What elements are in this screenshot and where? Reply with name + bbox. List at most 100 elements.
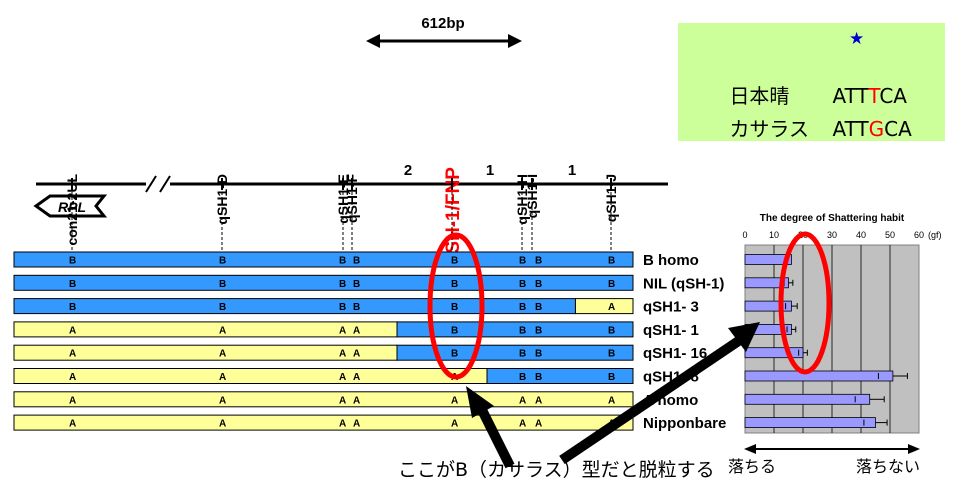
sequence-suffix: CA: [879, 84, 907, 108]
genotype-code: A: [219, 419, 226, 430]
genotype-code: B: [535, 302, 542, 313]
shattering-chart: 0 10 20 30 40 50 60 (gf): [742, 230, 942, 434]
genotype-code: B: [608, 279, 615, 290]
chart-tick-label: 40: [856, 230, 866, 240]
line-name: NIL (qSH-1): [643, 275, 724, 292]
line-name: qSH1- 1: [643, 322, 699, 339]
shattering-direction-arrow: [744, 444, 920, 454]
snp-base: T: [868, 84, 880, 108]
genotype-code: A: [353, 349, 360, 360]
genotype-code: A: [353, 325, 360, 336]
genotype-code: B: [219, 302, 226, 313]
genotype-segment: [13, 414, 634, 431]
genotype-code: A: [219, 372, 226, 383]
genotype-segment: [486, 368, 634, 384]
genotype-code: A: [451, 395, 458, 406]
genotype-code: B: [519, 302, 526, 313]
genotype-code: A: [339, 349, 346, 360]
pointer-arrow-right: [559, 322, 760, 465]
sequence-row-nipponbare: 日本晴 ATTTCA: [704, 56, 907, 133]
genotype-code: B: [69, 302, 76, 313]
genotype-code: B: [219, 279, 226, 290]
genotype-code: B: [451, 256, 458, 267]
genotype-segment: [13, 298, 576, 315]
chart-tick-label: 50: [885, 230, 895, 240]
genotype-code: A: [535, 395, 542, 406]
chart-bar: [744, 370, 894, 382]
genotype-code: A: [339, 325, 346, 336]
snp-sequence-panel: ★ 日本晴 ATTTCA カサラス ATTGCA: [678, 23, 945, 141]
genotype-code: B: [519, 256, 526, 267]
chart-bar: [744, 347, 804, 359]
genotype-code: A: [353, 419, 360, 430]
chart-bar: [744, 254, 792, 265]
genotype-code: A: [608, 395, 615, 406]
line-name: B homo: [643, 252, 699, 269]
chart-unit-label: (gf): [928, 230, 942, 240]
genotype-code: A: [69, 419, 76, 430]
genotype-code: B: [535, 325, 542, 336]
genotype-code: B: [535, 256, 542, 267]
axis-label-shatters: 落ちる: [728, 457, 776, 476]
genotype-code: B: [519, 279, 526, 290]
genotype-code: A: [69, 395, 76, 406]
genotype-code: A: [519, 419, 526, 430]
genotype-code: B: [519, 372, 526, 383]
genotype-segment: [396, 321, 634, 338]
marker-label: qSH-1/FNP: [443, 167, 464, 266]
chart-tick-label: 30: [827, 230, 837, 240]
genotype-code: A: [69, 349, 76, 360]
genotype-code: A: [339, 419, 346, 430]
marker-label: qSH1-I: [524, 174, 540, 218]
genotype-code: B: [353, 256, 360, 267]
cultivar-name: カサラス: [729, 117, 810, 141]
genotype-code: A: [353, 372, 360, 383]
genotype-code: B: [451, 325, 458, 336]
genotype-code: B: [608, 256, 615, 267]
genotype-code: A: [339, 395, 346, 406]
genotype-code: B: [451, 349, 458, 360]
genotype-code: B: [519, 325, 526, 336]
genotype-code: B: [535, 279, 542, 290]
pointer-arrow-left: [466, 386, 515, 469]
genotype-code: B: [519, 349, 526, 360]
line-name: Nipponbare: [643, 415, 726, 432]
genotype-code: A: [69, 325, 76, 336]
genotype-code: B: [69, 256, 76, 267]
fnp-highlight-ellipse: [427, 232, 485, 380]
axis-label-no-shatter: 落ちない: [856, 457, 920, 476]
chart-bar: [744, 393, 871, 405]
genotype-code: B: [608, 349, 615, 360]
recomb-count-2: 1: [486, 162, 494, 179]
genotype-code: A: [519, 395, 526, 406]
genotype-code: A: [451, 419, 458, 430]
genotype-code: B: [339, 256, 346, 267]
genotype-code: B: [69, 279, 76, 290]
chart-bar: [744, 417, 876, 429]
annotation-note: ここがB（カサラス）型だと脱粒する: [398, 459, 715, 481]
bp-range-label: 612bp: [421, 15, 464, 32]
chart-tick-label: 0: [742, 230, 747, 240]
snp-base: G: [868, 117, 885, 141]
genotype-segment: [574, 298, 634, 315]
sequence-suffix: CA: [884, 117, 912, 141]
chart-title: The degree of Shattering habit: [760, 213, 905, 224]
cultivar-name: 日本晴: [729, 84, 790, 108]
sequence-row-kasalath: カサラス ATTGCA: [704, 89, 912, 166]
genotype-code: B: [353, 302, 360, 313]
genotype-code: A: [353, 395, 360, 406]
genotype-code: A: [69, 372, 76, 383]
genotype-code: B: [339, 302, 346, 313]
genotype-code: B: [353, 279, 360, 290]
genotype-code: B: [451, 279, 458, 290]
sequence-prefix: ATT: [832, 84, 869, 108]
genotype-code: A: [219, 395, 226, 406]
genotype-code: B: [535, 349, 542, 360]
genotype-code: A: [219, 349, 226, 360]
genotype-code: A: [608, 302, 615, 313]
genotype-code: A: [339, 372, 346, 383]
bp-range-arrow: [366, 34, 522, 48]
rpl-gene-arrow: RPL: [33, 194, 108, 218]
